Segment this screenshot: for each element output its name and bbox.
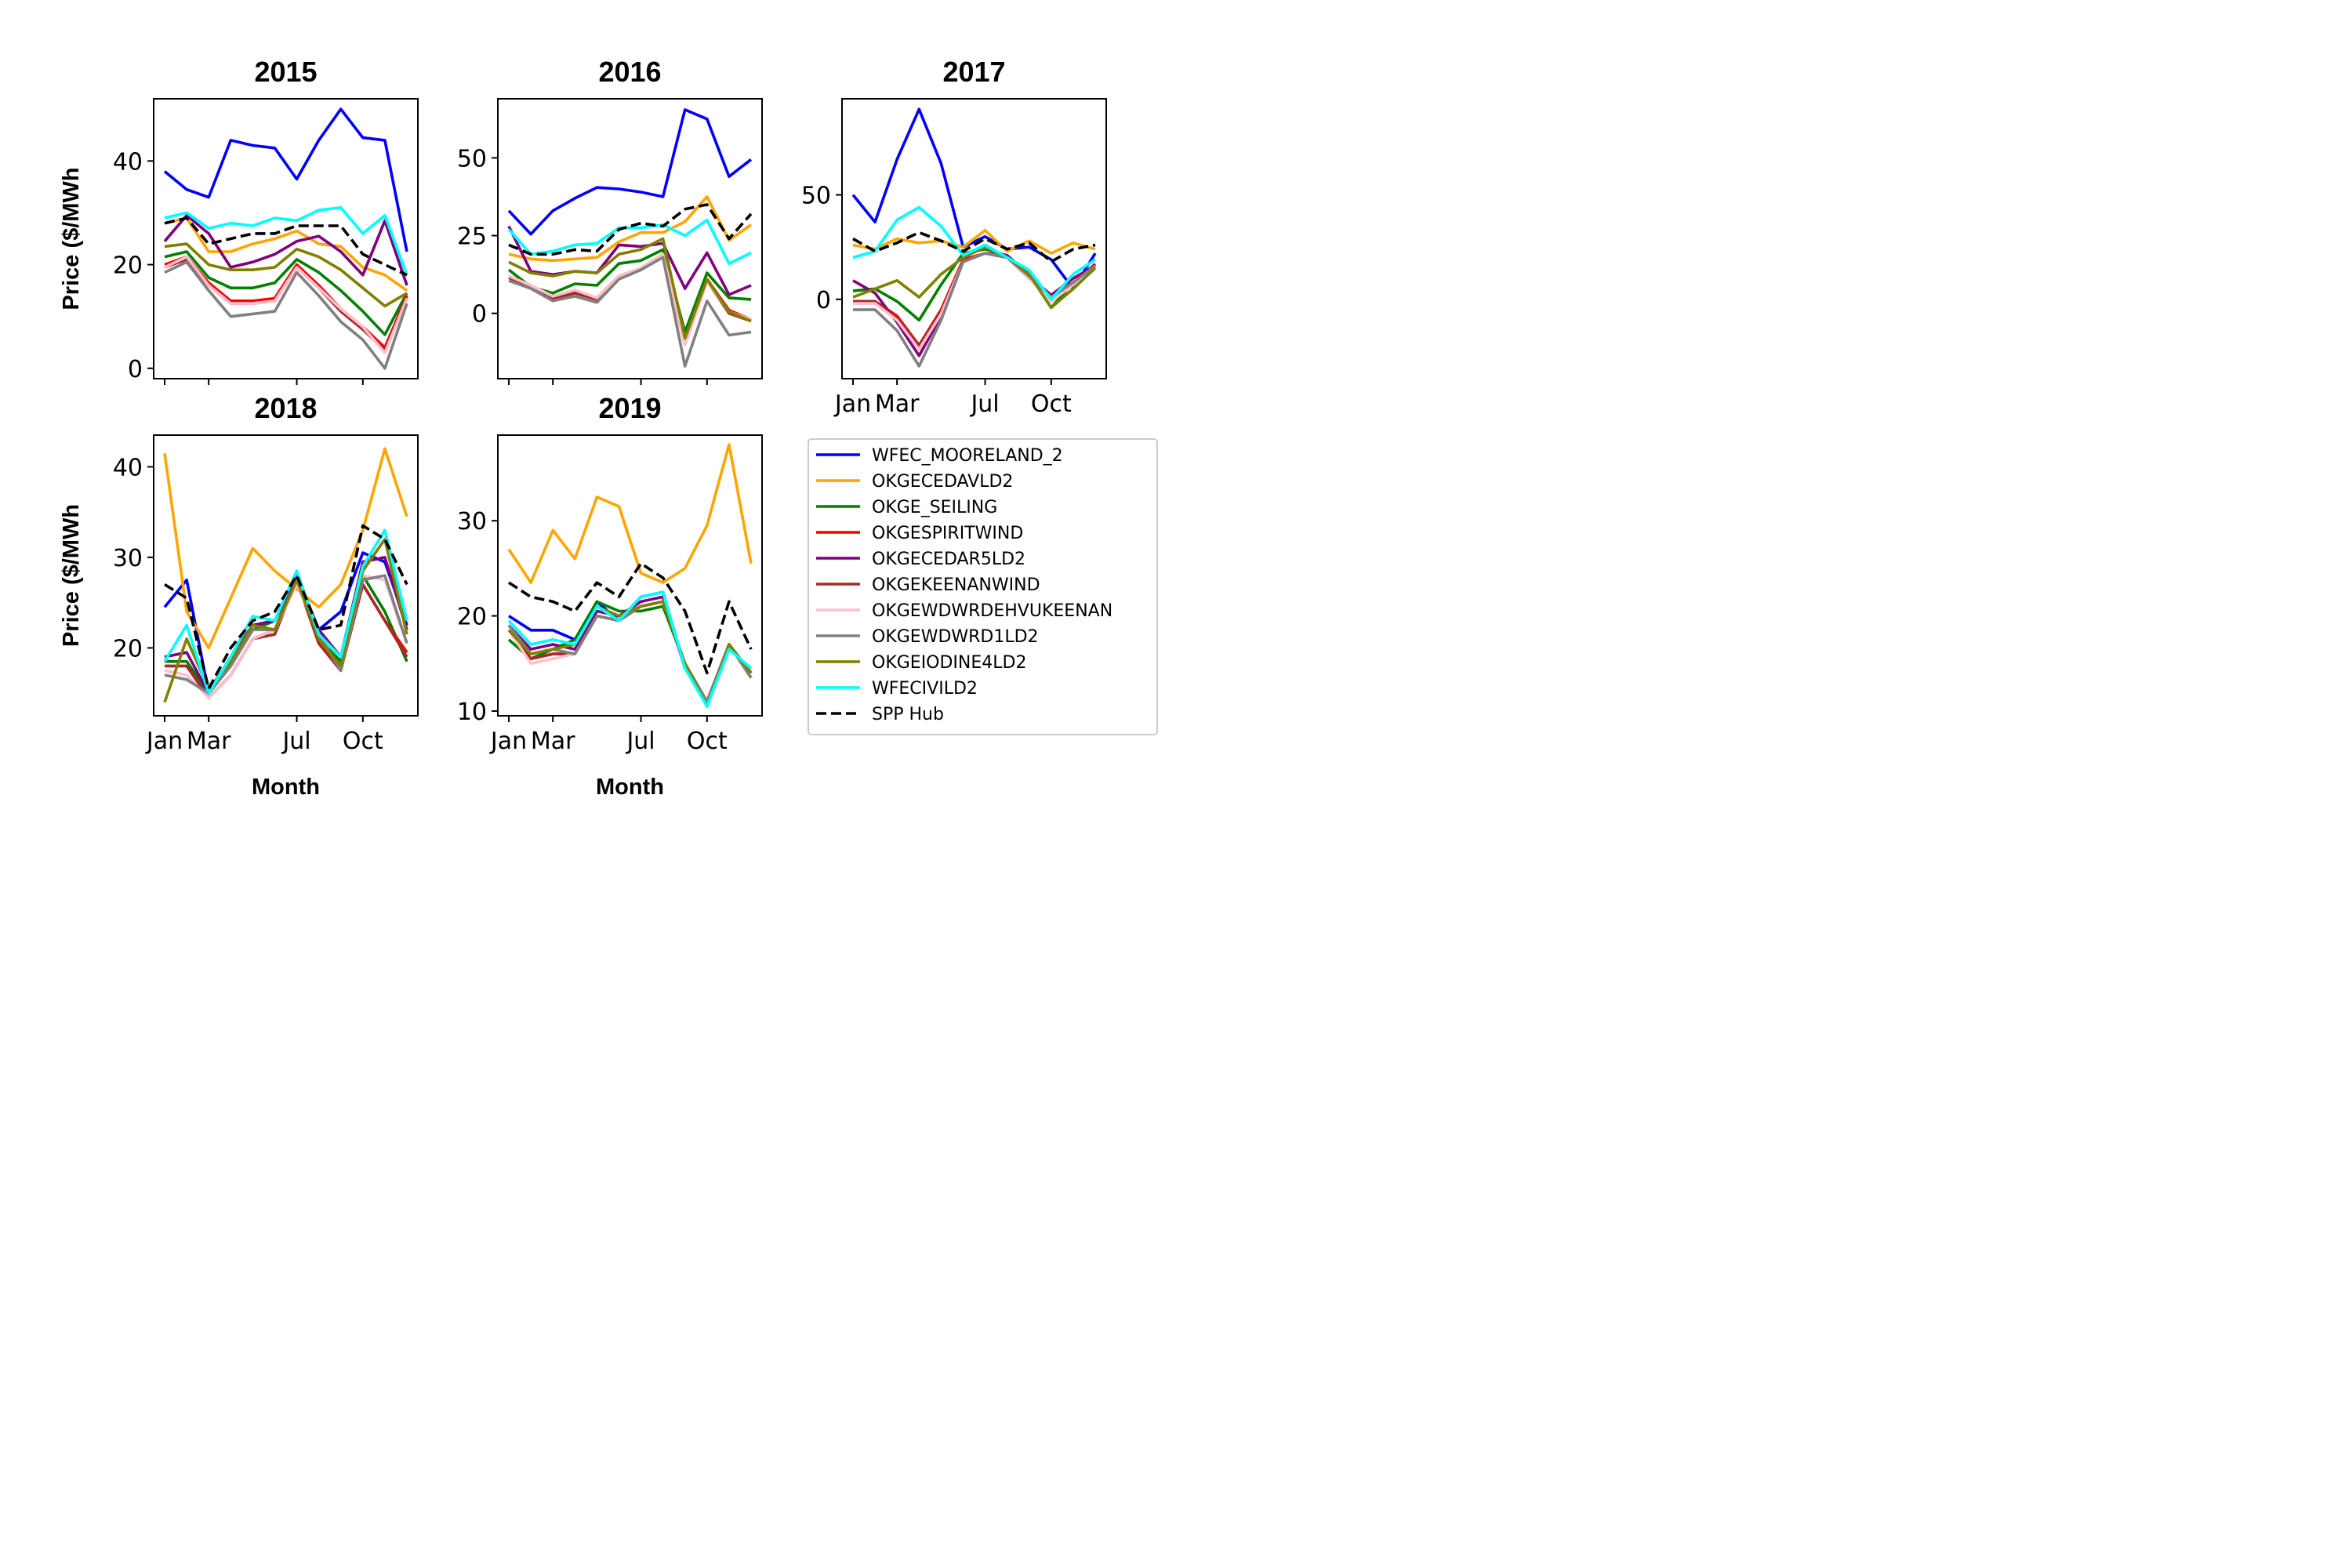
legend-label: OKGECEDAR5LD2 [872, 550, 1025, 569]
y-tick-label: 50 [801, 183, 831, 210]
panel-title: 2016 [598, 56, 661, 88]
x-tick-label: Jan [145, 728, 183, 755]
series-line-wfecivild2 [507, 218, 752, 266]
x-tick-label: Oct [343, 728, 383, 755]
y-tick-label: 0 [128, 356, 143, 383]
legend-label: OKGEWDWRDEHVUKEENAN [872, 601, 1112, 621]
y-tick-label: 0 [816, 287, 831, 314]
series-line-spp-hub [164, 524, 408, 691]
y-tick-label: 30 [457, 508, 487, 535]
y-tick-label: 0 [472, 301, 487, 328]
series-line-okge-seiling [164, 250, 408, 336]
y-tick-label: 40 [113, 148, 143, 176]
legend-box [808, 438, 1158, 735]
series-line-okgecedavld2 [507, 443, 753, 584]
series-line-spp-hub [164, 216, 408, 277]
series-line-okgecedavld2 [163, 447, 408, 650]
series-line-wfec-mooreland-2 [851, 107, 1097, 291]
panel-frame [497, 98, 763, 379]
y-tick-label: 20 [113, 252, 143, 280]
panel-title: 2017 [942, 56, 1005, 88]
series-line-spp-hub [852, 230, 1096, 263]
x-tick-label: Jul [969, 390, 999, 418]
series-line-wfec-mooreland-2 [507, 108, 753, 236]
legend-label: OKGEIODINE4LD2 [872, 653, 1026, 673]
x-axis-label: Month [252, 775, 320, 800]
x-axis-label: Month [596, 775, 664, 800]
y-tick-label: 25 [457, 223, 487, 251]
legend-label: SPP Hub [872, 705, 944, 724]
legend-label: OKGECEDAVLD2 [872, 472, 1013, 492]
y-tick-label: 10 [457, 699, 487, 726]
y-tick-label: 20 [113, 635, 143, 662]
legend-label: OKGEWDWRD1LD2 [872, 627, 1039, 647]
y-axis-label: Price ($/MWh [59, 167, 84, 310]
legend-label: WFEC_MOORELAND_2 [872, 446, 1063, 466]
panel-frame [841, 98, 1107, 379]
series-line-spp-hub [508, 561, 753, 675]
panel-title: 2015 [254, 56, 317, 88]
series-line-okgewdwrd1ld2 [164, 260, 408, 370]
y-tick-label: 20 [457, 604, 487, 631]
legend-label: WFECIVILD2 [872, 679, 978, 699]
chart-svg: 2015 0 20 40 Price ($/MWh 2016 0 25 50 2017 0 50 Jan… [59, 56, 1158, 800]
series-line-okgecedavld2 [852, 228, 1096, 255]
x-tick-label: Jan [489, 728, 527, 755]
series-line-okge-seiling [507, 248, 752, 334]
series-line-okgeiodine4ld2 [508, 237, 752, 340]
series-line-okgeiodine4ld2 [164, 242, 408, 308]
legend-label: OKGEKEENANWIND [872, 575, 1040, 595]
series-line-okgecedar5ld2 [163, 213, 408, 286]
x-tick-label: Mar [875, 390, 920, 418]
panel-frame [153, 434, 419, 717]
series-line-okgecedar5ld2 [507, 225, 752, 296]
x-tick-label: Jul [281, 728, 310, 755]
figure: 2015 0 20 40 Price ($/MWh 2016 0 25 50 2017 0 50 Jan… [0, 0, 1211, 818]
x-tick-label: Mar [187, 728, 231, 755]
series-line-okge-seiling [507, 600, 753, 708]
x-tick-label: Oct [687, 728, 728, 755]
series-line-wfecivild2 [507, 590, 753, 708]
y-tick-label: 40 [113, 454, 143, 481]
series-line-okgecedavld2 [508, 195, 753, 263]
legend-label: OKGE_SEILING [872, 498, 997, 517]
series-line-wfecivild2 [164, 205, 408, 276]
series-line-spp-hub [508, 203, 753, 256]
series-line-wfec-mooreland-2 [163, 107, 408, 252]
y-tick-label: 30 [113, 545, 143, 572]
x-tick-label: Jan [833, 390, 871, 418]
series-line-okgeiodine4ld2 [852, 245, 1097, 310]
y-tick-label: 50 [457, 145, 487, 172]
x-tick-label: Jul [625, 728, 655, 755]
panel-title: 2018 [254, 392, 317, 424]
panel-frame [153, 98, 419, 379]
y-axis-label: Price ($/MWh [59, 504, 84, 647]
x-tick-label: Mar [531, 728, 575, 755]
series-line-wfecivild2 [163, 528, 408, 695]
legend-label: OKGESPIRITWIND [872, 524, 1023, 543]
series-line-okgewdwrdehvukeenan [164, 255, 408, 354]
panel-title: 2019 [598, 392, 661, 424]
panel-frame [497, 434, 763, 717]
series-line-okgewdwrd1ld2 [508, 256, 752, 368]
x-tick-label: Oct [1031, 390, 1072, 418]
series-line-wfecivild2 [852, 205, 1096, 301]
